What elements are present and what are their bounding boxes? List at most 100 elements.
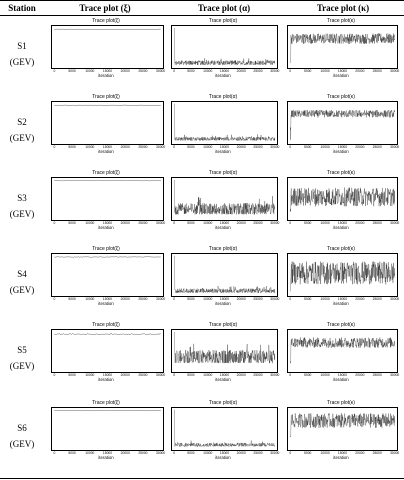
x-tick-label: 20000	[236, 297, 246, 301]
top-rule	[0, 0, 404, 1]
trace-panel-alpha: Trace plot(α) 0 5000 10000 15000 20000 25000 30…	[166, 322, 280, 384]
x-tick-label: 25000	[253, 145, 263, 149]
x-tick-label: 15000	[337, 221, 348, 225]
station-dist: (GEV)	[9, 439, 35, 449]
x-tick-label: 0	[289, 221, 292, 225]
trace-plot-area	[51, 253, 164, 297]
panel-title: Trace plot(α)	[208, 18, 238, 24]
x-tick-label: 20000	[355, 221, 365, 225]
x-tick-label: 15000	[219, 221, 230, 225]
x-tick-label: 30000	[156, 451, 166, 455]
x-tick-label: 5000	[304, 145, 312, 149]
trace-plot-area	[171, 253, 278, 297]
x-tick-label: 25000	[253, 373, 263, 377]
x-tick-label: 0	[173, 69, 176, 73]
trace-plot-area	[171, 101, 278, 145]
trace-line-svg	[174, 27, 276, 66]
x-tick-label: 25000	[253, 451, 263, 455]
x-tick-label: 0	[53, 373, 56, 377]
x-tick-label: 0	[289, 373, 292, 377]
station-dist: (GEV)	[9, 57, 35, 67]
panel-title: Trace plot(α)	[208, 246, 238, 252]
trace-panel-kappa: Trace plot(κ) 0 5000 10000 15000 20000 25000 30…	[282, 170, 400, 232]
x-axis-label: iteration	[333, 377, 349, 382]
x-tick-label: 30000	[270, 373, 280, 377]
x-tick-labels: 0 5000 10000 15000 20000 25000 30000	[51, 145, 165, 150]
trace-line-svg	[174, 409, 276, 448]
x-tick-labels: 0 5000 10000 15000 20000 25000 30000	[171, 69, 279, 74]
x-tick-label: 25000	[138, 451, 148, 455]
trace-line-svg	[174, 103, 276, 142]
trace-panel-xi: Trace plot(ξ) 0 5000 10000 15000 20000 25000 30…	[46, 400, 166, 462]
trace-plot-area	[287, 25, 398, 69]
x-tick-labels: 0 5000 10000 15000 20000 25000 30000	[287, 373, 400, 378]
x-tick-label: 30000	[270, 221, 280, 225]
x-axis-label: iteration	[98, 377, 114, 382]
x-tick-label: 25000	[253, 69, 263, 73]
x-tick-label: 5000	[304, 221, 312, 225]
trace-plot-area	[51, 177, 164, 221]
x-tick-label: 5000	[187, 69, 195, 73]
x-tick-label: 15000	[102, 221, 113, 225]
x-tick-labels: 0 5000 10000 15000 20000 25000 30000	[287, 145, 399, 150]
trace-line-svg	[54, 104, 161, 106]
x-tick-labels: 0 5000 10000 15000 20000 25000 30000	[51, 221, 165, 226]
trace-plot-area	[171, 177, 278, 221]
x-tick-label: 20000	[355, 145, 365, 149]
x-tick-label: 15000	[337, 451, 348, 455]
panel-title: Trace plot(κ)	[327, 18, 355, 24]
x-tick-label: 0	[173, 297, 176, 301]
trace-plot-area	[171, 407, 278, 451]
x-tick-labels: 0 5000 10000 15000 20000 25000 30000	[287, 451, 400, 456]
x-tick-label: 5000	[187, 373, 195, 377]
x-axis-label: iteration	[98, 73, 114, 78]
x-tick-label: 20000	[120, 145, 130, 149]
x-tick-label: 5000	[68, 373, 76, 377]
trace-series-xi	[54, 410, 161, 411]
trace-panel-xi: Trace plot(ξ) 0 5000 10000 15000 20000 25000 30…	[46, 18, 166, 80]
x-tick-label: 10000	[85, 297, 95, 301]
x-tick-label: 30000	[390, 69, 400, 73]
x-tick-labels: 0 5000 10000 15000 20000 25000 30000	[171, 145, 279, 150]
x-tick-label: 0	[289, 451, 292, 455]
x-tick-label: 10000	[320, 69, 330, 73]
x-tick-label: 5000	[304, 297, 312, 301]
trace-series-kappa	[290, 261, 395, 292]
panel-title: Trace plot(κ)	[327, 246, 355, 252]
x-tick-label: 25000	[253, 297, 263, 301]
station-dist: (GEV)	[9, 133, 35, 143]
x-tick-labels: 0 5000 10000 15000 20000 25000 30000	[171, 451, 279, 456]
x-tick-label: 10000	[320, 373, 330, 377]
x-axis-label: iteration	[333, 149, 349, 154]
trace-plot-area	[287, 329, 398, 373]
station-label: S1 (GEV)	[6, 38, 38, 70]
x-axis-label: iteration	[333, 225, 349, 230]
trace-line-svg	[54, 28, 161, 30]
x-tick-label: 0	[289, 297, 292, 301]
panel-title: Trace plot(ξ)	[92, 400, 120, 406]
station-id: S5	[17, 345, 27, 355]
x-tick-label: 10000	[203, 297, 213, 301]
trace-series-xi	[54, 333, 161, 336]
station-label: S3 (GEV)	[6, 190, 38, 222]
x-tick-label: 5000	[187, 297, 195, 301]
trace-series-xi	[54, 104, 161, 106]
x-tick-label: 25000	[372, 373, 382, 377]
station-id: S3	[17, 193, 27, 203]
station-id: S1	[17, 41, 27, 51]
trace-series-xi	[54, 256, 161, 258]
x-tick-labels: 0 5000 10000 15000 20000 25000 30000	[51, 69, 165, 74]
x-tick-labels: 0 5000 10000 15000 20000 25000 30000	[287, 221, 399, 226]
trace-panel-kappa: Trace plot(κ) 0 5000 10000 15000 20000 25000 30…	[282, 322, 400, 384]
x-tick-label: 20000	[236, 69, 246, 73]
x-tick-label: 30000	[390, 451, 400, 455]
trace-series-xi	[54, 28, 161, 30]
panel-title: Trace plot(ξ)	[92, 322, 120, 328]
panel-title: Trace plot(ξ)	[92, 18, 120, 24]
x-axis-label: iteration	[98, 301, 114, 306]
x-tick-label: 10000	[203, 145, 213, 149]
x-tick-label: 15000	[102, 297, 113, 301]
x-tick-label: 30000	[390, 373, 400, 377]
x-tick-label: 15000	[337, 297, 348, 301]
x-tick-label: 10000	[85, 373, 95, 377]
